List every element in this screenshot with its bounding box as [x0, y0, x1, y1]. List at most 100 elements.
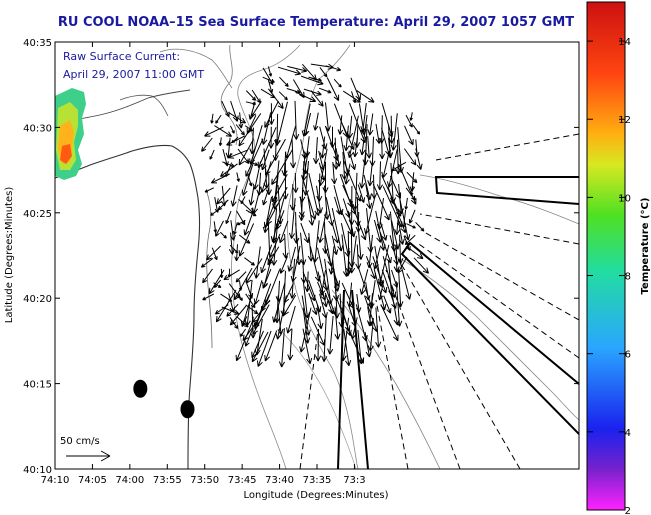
current-vector	[286, 305, 296, 334]
current-vector	[200, 258, 214, 268]
current-vector	[264, 100, 279, 128]
current-vector	[365, 282, 371, 301]
buoy-west	[133, 379, 148, 398]
y-axis-ticks: 40:35 40:30 40:25 40:20 40:15 40:10	[23, 38, 579, 476]
current-vector	[202, 268, 213, 284]
current-vector	[406, 171, 418, 184]
current-vector	[235, 271, 247, 283]
current-vector	[415, 148, 423, 170]
current-vector	[359, 115, 368, 156]
annotation-line-2: April 29, 2007 11:00 GMT	[63, 68, 204, 81]
x-tick-label: 73:40	[265, 475, 294, 486]
colorbar-tick-label: 8	[625, 272, 631, 283]
current-vector	[390, 113, 398, 151]
current-vector	[352, 137, 359, 158]
current-vector	[406, 223, 416, 229]
current-vector	[287, 246, 296, 272]
current-vector	[380, 304, 399, 342]
plot-area	[55, 42, 579, 469]
sst-warm-patch	[60, 144, 72, 164]
coverage-boundary	[435, 133, 579, 161]
current-vector	[401, 209, 407, 228]
current-vector	[218, 137, 223, 146]
current-vector	[292, 172, 299, 193]
current-vector	[210, 173, 230, 184]
current-vector	[248, 184, 255, 206]
current-vector	[267, 88, 284, 110]
current-vector	[333, 78, 342, 88]
current-vector	[357, 184, 366, 203]
current-vectors	[200, 63, 429, 368]
x-tick-label: 73:55	[153, 475, 182, 486]
current-vector	[357, 221, 364, 260]
current-vector	[266, 186, 288, 226]
current-vector	[215, 114, 222, 124]
map-layer	[55, 44, 579, 469]
current-vector	[319, 136, 326, 159]
current-vector	[343, 329, 352, 367]
current-vector	[253, 280, 263, 305]
current-vector	[343, 160, 362, 202]
current-vector	[313, 112, 319, 131]
current-vector	[355, 244, 362, 270]
current-vector	[359, 269, 369, 295]
current-vector	[279, 76, 289, 87]
current-vector	[226, 135, 245, 146]
current-vector	[236, 172, 240, 182]
current-vector	[252, 304, 270, 335]
current-vector	[245, 90, 257, 101]
current-vector	[232, 222, 238, 235]
current-vector	[278, 328, 286, 368]
coastline	[205, 189, 213, 349]
current-vector	[211, 247, 218, 261]
current-vector	[334, 196, 341, 215]
current-vector	[341, 151, 348, 180]
current-vector	[277, 66, 302, 76]
current-vector	[387, 137, 393, 158]
current-vector	[251, 331, 269, 363]
current-vector	[397, 256, 408, 274]
current-vector	[398, 196, 411, 241]
current-vector	[287, 65, 308, 73]
current-vector	[219, 231, 227, 239]
current-vector	[275, 101, 288, 146]
current-vector	[215, 289, 237, 323]
current-vector	[317, 210, 327, 244]
scale-arrow-label: 50 cm/s	[60, 436, 100, 447]
current-vector	[413, 257, 429, 274]
x-tick-label: 74:10	[41, 475, 70, 486]
current-vector	[319, 270, 326, 296]
current-vector	[213, 282, 222, 288]
current-vector	[210, 113, 214, 124]
current-vector	[404, 234, 416, 246]
buoy-east	[180, 400, 195, 419]
current-vector	[223, 269, 240, 281]
current-vector	[329, 126, 336, 149]
current-vector	[415, 221, 425, 232]
current-vector	[373, 219, 383, 243]
colorbar-tick-label: 2	[625, 506, 631, 515]
bathymetry-contour	[395, 255, 579, 421]
y-tick-label: 40:25	[23, 209, 52, 220]
colorbar-label: Temperature (°C)	[640, 198, 651, 295]
current-vector	[253, 246, 261, 279]
current-vector	[365, 136, 372, 159]
current-vector	[251, 89, 261, 104]
current-vector	[356, 90, 375, 103]
current-vector	[375, 307, 382, 348]
x-axis-ticks: 74:10 74:05 74:00 73:55 73:50 73:45 73:40 73:35…	[41, 42, 366, 486]
current-vector	[215, 220, 224, 237]
current-vector	[367, 318, 374, 352]
y-tick-label: 40:10	[23, 465, 52, 476]
current-vector	[331, 161, 338, 185]
current-vector	[327, 315, 334, 355]
current-vector	[364, 331, 372, 358]
current-vector	[242, 319, 259, 342]
x-tick-label: 74:00	[115, 475, 144, 486]
y-axis-label: Latitude (Degrees:Minutes)	[4, 187, 15, 324]
current-vector	[238, 112, 244, 129]
current-vector	[408, 209, 416, 224]
current-vector	[214, 125, 233, 137]
current-vector	[338, 293, 345, 328]
current-vector	[323, 185, 330, 220]
